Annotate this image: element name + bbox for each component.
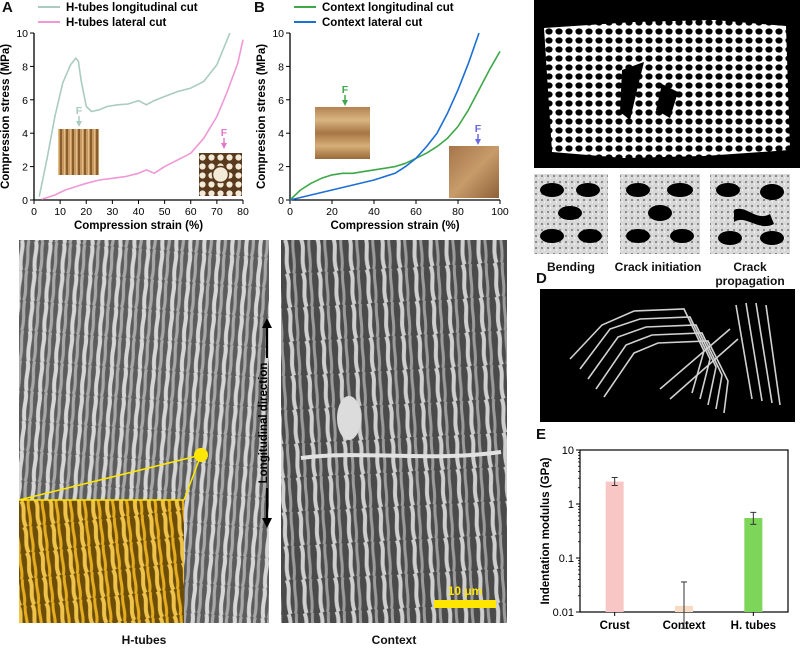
- y-tick-label: 4: [22, 128, 28, 140]
- sem-image-context: 10 μm: [281, 240, 507, 623]
- x-tick-label: 0: [31, 206, 37, 218]
- y-tick-label: 10: [562, 445, 574, 457]
- panel-c-lattice-simulation: [534, 0, 800, 254]
- sem-zoom-marker: [194, 448, 208, 462]
- x-tick-label: 10: [54, 206, 66, 218]
- y-tick-label: 0.01: [553, 607, 574, 619]
- annotation-label: F: [76, 105, 83, 117]
- x-tick-label: 60: [410, 206, 422, 218]
- x-tick-label: 20: [326, 206, 338, 218]
- annotation-arrow: [221, 143, 227, 149]
- legend-entry: H-tubes longitudinal cut: [66, 2, 198, 14]
- y-axis-label: Compression stress (MPa): [256, 44, 268, 189]
- caption-crack-propagation: Crack propagation: [715, 260, 785, 288]
- caption-context: Context: [371, 633, 417, 647]
- category-label: H. tubes: [731, 620, 776, 632]
- x-tick-label: 70: [211, 206, 223, 218]
- x-axis-label: Compression strain (%): [74, 220, 203, 232]
- sem-image-htubes: [19, 240, 269, 623]
- x-tick-label: 80: [452, 206, 464, 218]
- scale-bar: [434, 600, 496, 608]
- x-tick-label: 80: [237, 206, 249, 218]
- series-line-2: [289, 32, 480, 201]
- y-tick-label: 0.1: [559, 553, 574, 565]
- panel-label-d: D: [536, 270, 547, 287]
- legend-entry: H-tubes lateral cut: [66, 17, 166, 29]
- chart-e-indentation-modulus: 0.01 0.1 1 10 Indentation modulus (GPa) Crust…: [540, 445, 789, 632]
- inset-lateral-cut-context: [449, 146, 499, 198]
- x-tick-label: 40: [133, 206, 145, 218]
- annotation-arrow: [76, 121, 82, 127]
- x-tick-label: 20: [80, 206, 92, 218]
- inset-longitudinal-cut-context: [315, 107, 370, 159]
- caption-bending: Bending: [547, 260, 595, 274]
- chart-a-stress-strain-htubes: 0 10 20 30 40 50 60 70 80 0 2 4 6 8 10 Compression stra…: [0, 2, 249, 232]
- y-tick-label: 10: [16, 28, 28, 40]
- chart-b-stress-strain-context: 0 20 40 60 80 100 0 2 4 6 8 10 Compression strain (%…: [256, 2, 509, 232]
- panel-label-b: B: [254, 0, 265, 16]
- x-tick-label: 100: [491, 206, 509, 218]
- bar-h-tubes: [744, 518, 763, 612]
- y-tick-label: 2: [278, 162, 284, 174]
- legend-entry: Context longitudinal cut: [322, 2, 454, 14]
- y-axis-label: Indentation modulus (GPa): [540, 457, 552, 604]
- series-line-1: [38, 32, 231, 197]
- legend-entry: Context lateral cut: [322, 17, 422, 29]
- y-tick-label: 6: [278, 95, 284, 107]
- y-tick-label: 0: [278, 195, 284, 207]
- y-tick-label: 8: [278, 61, 284, 73]
- y-axis-label: Compression stress (MPa): [0, 44, 12, 189]
- annotation-arrow: [342, 100, 348, 106]
- series-line-2: [41, 39, 244, 200]
- y-tick-label: 4: [278, 128, 284, 140]
- y-tick-label: 8: [22, 61, 28, 73]
- y-tick-label: 0: [22, 195, 28, 207]
- y-tick-label: 2: [22, 162, 28, 174]
- x-tick-label: 0: [287, 206, 293, 218]
- panel-label-e: E: [536, 426, 547, 443]
- x-tick-label: 40: [368, 206, 380, 218]
- y-tick-label: 1: [568, 499, 574, 511]
- longitudinal-direction-label: Longitudinal direction: [258, 363, 270, 484]
- longitudinal-direction-arrow: Longitudinal direction: [258, 318, 272, 528]
- annotation-label: F: [342, 84, 349, 96]
- x-axis-label: Compression strain (%): [330, 220, 459, 232]
- caption-crack-initiation: Crack initiation: [614, 260, 702, 274]
- y-tick-label: 10: [272, 28, 284, 40]
- x-tick-label: 50: [159, 206, 171, 218]
- inset-lateral-center: [211, 165, 230, 184]
- inset-longitudinal-cut-htubes: [58, 129, 99, 175]
- annotation-label: F: [475, 123, 482, 135]
- sem-zoom-inset-yellow: [19, 500, 184, 623]
- annotation-label: F: [221, 127, 228, 139]
- panel-d-deformed-tubes: [540, 289, 795, 422]
- x-tick-label: 30: [107, 206, 119, 218]
- panel-label-a: A: [2, 0, 13, 16]
- category-label: Crust: [600, 620, 630, 632]
- x-tick-label: 60: [185, 206, 197, 218]
- bar-crust: [605, 481, 624, 612]
- y-tick-label: 6: [22, 95, 28, 107]
- series-line-1: [289, 51, 501, 201]
- caption-htubes: H-tubes: [121, 633, 167, 647]
- scale-bar-label: 10 μm: [448, 584, 483, 598]
- annotation-arrow: [475, 139, 481, 145]
